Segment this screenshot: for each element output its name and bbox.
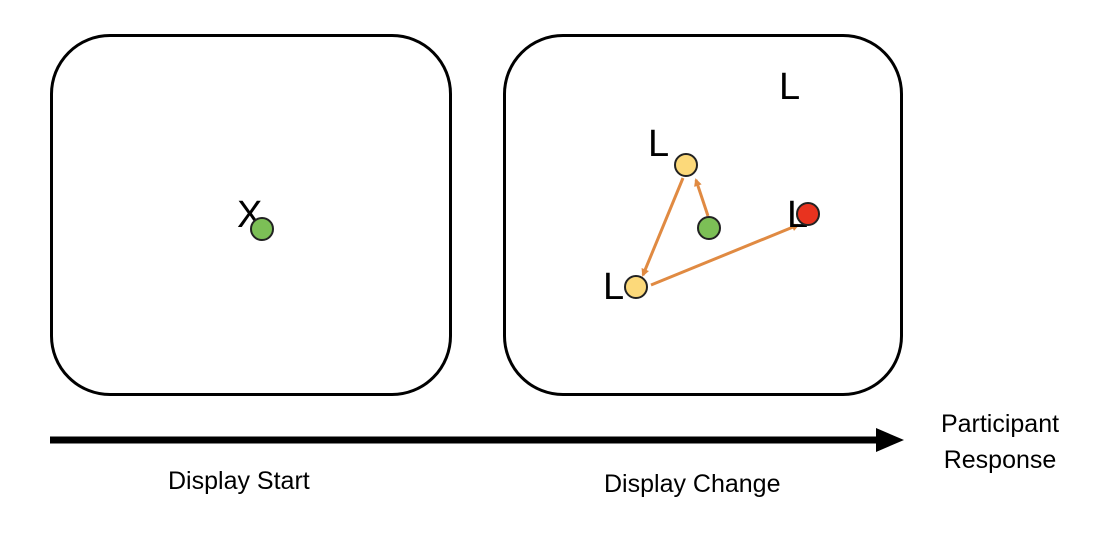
display-change-panel: [503, 34, 903, 396]
saccade-arrow-2: [641, 177, 685, 277]
distractor-letter-top-right: L: [779, 66, 801, 108]
visited-dot-lower: [624, 275, 648, 299]
fixation-dot-change: [697, 216, 721, 240]
visited-dot-upper: [674, 153, 698, 177]
display-change-caption: Display Change: [604, 470, 781, 498]
saccade-arrow-1: [694, 178, 710, 217]
display-start-caption: Display Start: [168, 467, 310, 495]
distractor-letter-upper: L: [648, 123, 670, 165]
participant-response-label: Participant Response: [940, 410, 1060, 474]
saccade-arrow-3: [650, 223, 800, 287]
target-dot: [796, 202, 820, 226]
distractor-letter-lower: L: [603, 266, 625, 308]
fixation-dot: [250, 217, 274, 241]
display-start-panel: [50, 34, 452, 396]
